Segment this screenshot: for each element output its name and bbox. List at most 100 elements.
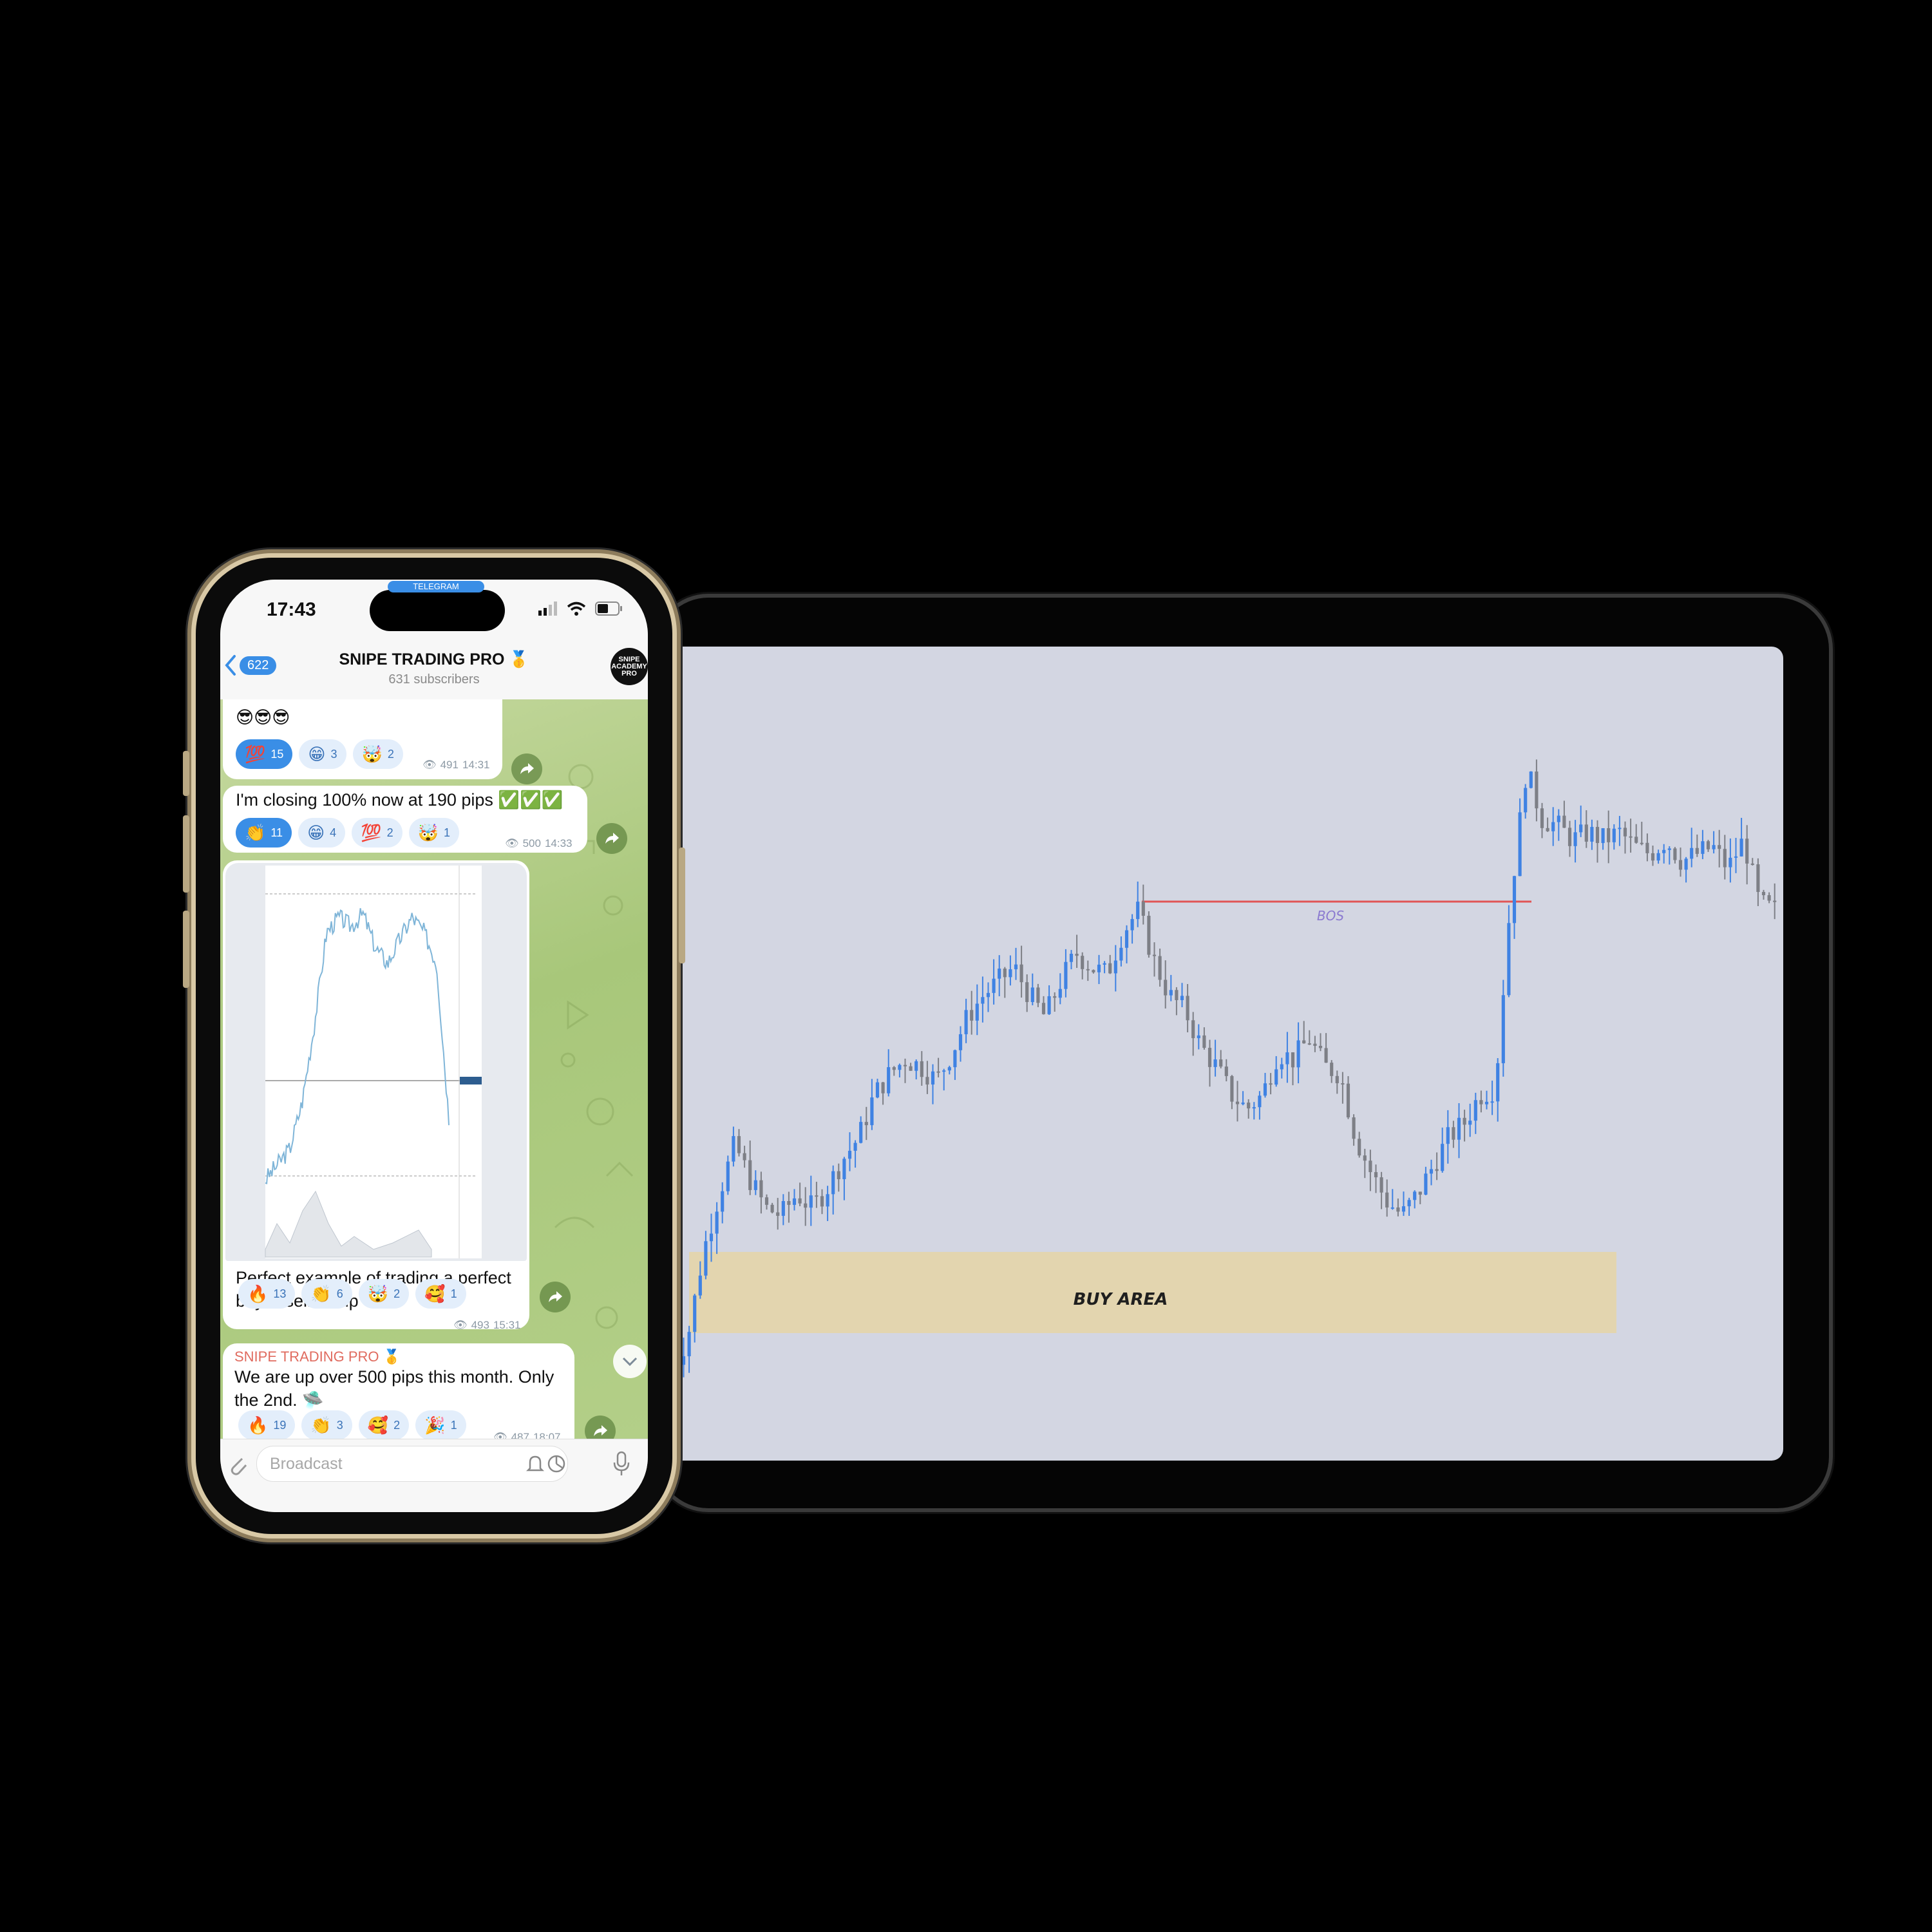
chat-wallpaper-pattern <box>554 764 634 1329</box>
eye-icon: 👁 <box>422 759 437 771</box>
candle-body <box>681 1356 686 1365</box>
candle-body <box>1645 842 1649 853</box>
candle-body <box>953 1050 957 1068</box>
candle-body <box>1640 842 1643 844</box>
chat-area[interactable]: 1 Dec 22:00 2 Dec 07:00 2 Dec 15:00 2 De… <box>220 699 648 1439</box>
candle-body <box>958 1034 963 1050</box>
candle-body <box>1579 824 1583 833</box>
reaction-chip[interactable]: 🤯 2 <box>352 739 403 769</box>
message-bubble[interactable]: I'm closing 100% now at 190 pips ✅✅✅ 👏 11… <box>223 786 587 853</box>
candle-body <box>1124 930 1129 948</box>
reaction-chip[interactable]: 🤯 1 <box>408 818 459 848</box>
broadcast-placeholder: Broadcast <box>270 1455 343 1473</box>
chart-image-thumbnail: 1 Dec 22:00 2 Dec 07:00 2 Dec 15:00 2 De… <box>264 699 427 701</box>
candle-body <box>981 997 985 1004</box>
reaction-chip[interactable]: 🔥 19 <box>238 1410 296 1440</box>
candle-body <box>1103 963 1106 965</box>
candle-body <box>1036 987 1040 1003</box>
reaction-chip[interactable]: 😁 3 <box>299 739 346 769</box>
candle-body <box>1330 1063 1334 1076</box>
reaction-chip[interactable]: 💯 15 <box>236 739 293 769</box>
candle-body <box>687 1332 691 1356</box>
share-button[interactable] <box>596 823 627 854</box>
microphone-icon[interactable] <box>612 1451 631 1477</box>
reaction-chip[interactable]: 👏 3 <box>301 1410 352 1440</box>
reaction-emoji: 😁 <box>307 823 325 842</box>
candle-body <box>670 1371 674 1372</box>
candle-body <box>1058 989 1062 998</box>
bell-icon[interactable] <box>526 1454 544 1473</box>
candle-body <box>1307 1043 1311 1045</box>
reaction-chip[interactable]: 👏 11 <box>236 818 292 848</box>
candle-body <box>1113 960 1117 974</box>
candle-body <box>676 1365 680 1372</box>
reactions-row: 🔥 19 👏 3 🥰 2 🎉 1 <box>238 1410 466 1440</box>
reaction-chip[interactable]: 🥰 1 <box>415 1279 466 1309</box>
candle-body <box>1473 1100 1477 1121</box>
candle-body <box>1629 836 1633 838</box>
candle-body <box>709 1233 714 1242</box>
attach-icon[interactable] <box>227 1454 250 1477</box>
candle-body <box>1263 1083 1267 1096</box>
candle-body <box>1418 1191 1422 1195</box>
unread-count-badge: 622 <box>240 656 277 675</box>
message-time: 14:33 <box>544 837 573 849</box>
candle-body <box>1374 1172 1378 1178</box>
broadcast-input[interactable]: Broadcast <box>256 1446 568 1482</box>
candle-body <box>1557 815 1560 822</box>
reaction-chip[interactable]: 👏 6 <box>301 1279 352 1309</box>
power-button <box>679 848 685 963</box>
candle-body <box>1463 1117 1466 1125</box>
candle-body <box>831 1171 835 1195</box>
reaction-emoji: 🎉 <box>424 1416 446 1435</box>
candle-body <box>1573 832 1577 846</box>
reaction-chip[interactable]: 🤯 2 <box>358 1279 410 1309</box>
reaction-emoji: 💯 <box>245 744 266 764</box>
candle-body <box>1656 853 1660 861</box>
candle-body <box>1175 990 1179 1000</box>
candle-body <box>1750 863 1754 865</box>
candle-body <box>1219 1059 1223 1067</box>
reaction-chip[interactable]: 🥰 2 <box>358 1410 410 1440</box>
candle-body <box>1358 1139 1361 1156</box>
candle-body <box>1723 849 1727 867</box>
share-button[interactable] <box>540 1282 571 1312</box>
candle-body <box>970 1010 974 1021</box>
reaction-emoji: 👏 <box>310 1416 332 1435</box>
schedule-icon[interactable] <box>547 1454 566 1473</box>
reaction-emoji: 🤯 <box>361 744 383 764</box>
reaction-count: 1 <box>450 1287 457 1300</box>
candle-body <box>1019 964 1023 983</box>
candle-body <box>1396 1207 1400 1212</box>
message-meta: 👁 500 14:33 <box>505 837 573 850</box>
candle-body <box>1435 1169 1439 1171</box>
candle-body <box>1590 827 1594 842</box>
message-time: 15:31 <box>493 1319 521 1331</box>
sender-name[interactable]: SNIPE TRADING PRO 🥇 <box>234 1349 401 1365</box>
scroll-down-button[interactable] <box>613 1345 647 1378</box>
message-bubble[interactable]: Perfect example of trading a perfect buy… <box>223 860 529 1329</box>
candle-body <box>1075 953 1079 956</box>
photo-attachment[interactable] <box>225 863 527 1261</box>
candle-body <box>1390 1207 1394 1209</box>
buy-area-zone <box>689 1252 1616 1333</box>
back-button[interactable]: 622 <box>224 654 277 676</box>
phone-device: 17:43 TELEGRAM <box>183 558 685 1534</box>
message-bubble[interactable]: 1 Dec 22:00 2 Dec 07:00 2 Dec 15:00 2 De… <box>223 699 502 779</box>
message-composer: Broadcast <box>220 1439 648 1512</box>
candle-body <box>947 1067 951 1071</box>
share-button[interactable] <box>511 753 542 784</box>
candle-body <box>1678 860 1683 870</box>
candle-body <box>1623 828 1627 837</box>
reaction-chip[interactable]: 🔥 13 <box>238 1279 296 1309</box>
candle-body <box>1274 1069 1278 1085</box>
reaction-chip[interactable]: 😁 4 <box>298 818 346 848</box>
reaction-chip[interactable]: 💯 2 <box>352 818 402 848</box>
channel-avatar[interactable]: SNIPE ACADEMY PRO <box>611 648 648 685</box>
candle-body <box>748 1160 752 1190</box>
view-count: 493 <box>471 1319 489 1331</box>
channel-title[interactable]: SNIPE TRADING PRO 🥇 <box>339 650 529 668</box>
reaction-chip[interactable]: 🎉 1 <box>415 1410 466 1440</box>
candle-body <box>1429 1169 1434 1174</box>
message-meta: 👁 491 14:31 <box>422 759 490 772</box>
